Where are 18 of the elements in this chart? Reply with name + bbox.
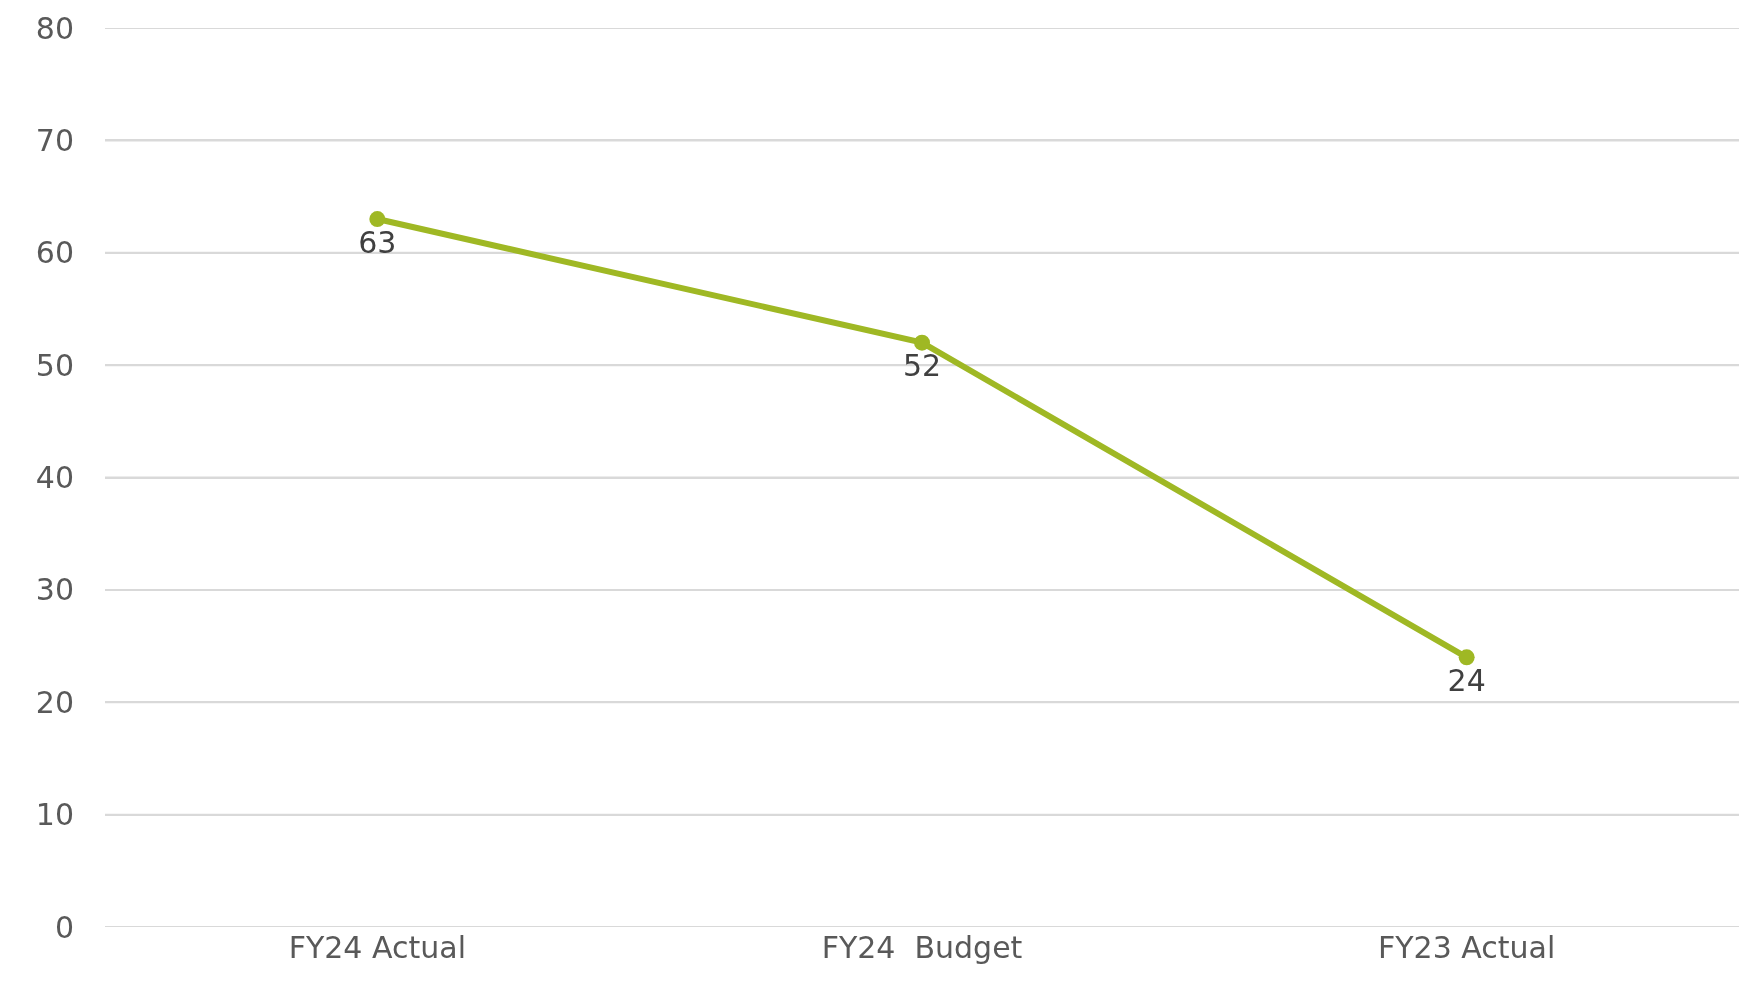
data-label: 52: [902, 348, 942, 384]
data-label: 63: [358, 224, 397, 260]
y-tick-label: 0: [54, 909, 74, 945]
data-label: 24: [1447, 662, 1486, 698]
point: [1458, 649, 1475, 666]
y-tick-label: 80: [35, 10, 74, 46]
y-tick-label: 20: [35, 684, 74, 720]
x-tick-label: FY24 Actual: [288, 930, 466, 965]
y-tick-label: 10: [35, 797, 74, 833]
y-tick-label: 30: [35, 572, 74, 608]
y-tick-label: 60: [35, 235, 74, 271]
y-tick-label: 40: [35, 460, 74, 495]
point: [914, 334, 930, 351]
x-tick-label: FY23 Actual: [1378, 930, 1556, 965]
point: [369, 211, 386, 228]
x-tick-label: FY24 Budget: [821, 930, 1023, 965]
y-tick-label: 50: [35, 347, 74, 383]
y-tick-label: 70: [35, 122, 74, 158]
